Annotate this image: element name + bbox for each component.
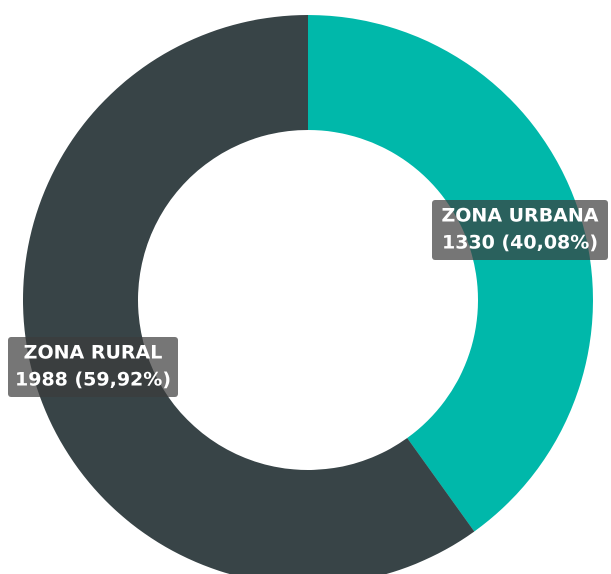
label-box <box>8 337 178 397</box>
label-name: ZONA RURAL <box>24 342 163 364</box>
label-name: ZONA URBANA <box>441 205 598 227</box>
slice-label: ZONA URBANA 1330 (40,08%) <box>432 200 608 260</box>
label-box <box>432 200 608 260</box>
label-value: 1330 (40,08%) <box>442 232 598 254</box>
label-value: 1988 (59,92%) <box>15 369 171 391</box>
slice-label: ZONA RURAL 1988 (59,92%) <box>8 337 178 397</box>
donut-slice <box>308 15 593 532</box>
donut-slice <box>23 15 475 574</box>
